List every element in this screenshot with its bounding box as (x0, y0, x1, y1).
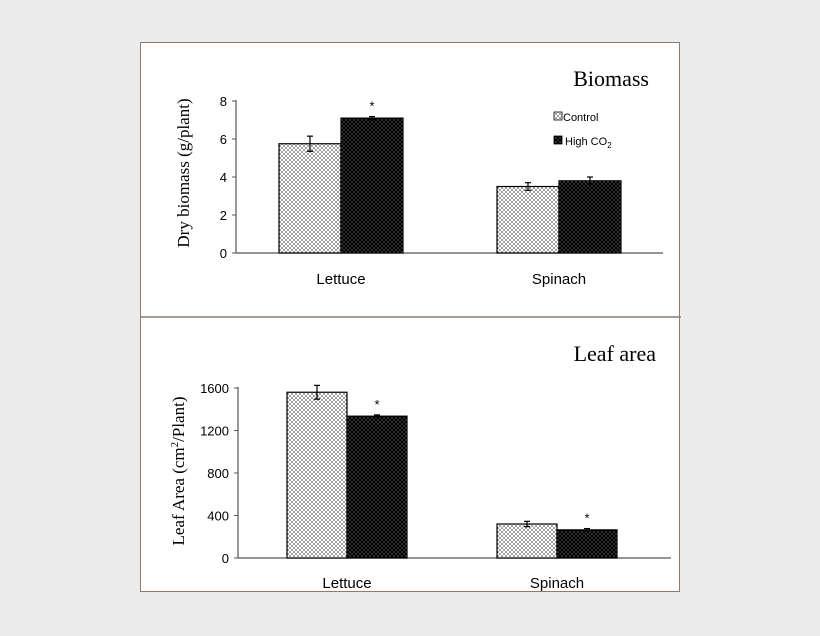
leaf-area-ylabel-main: Leaf Area (cm (169, 447, 188, 545)
biomass-bar-highco2-lettuce (340, 117, 404, 254)
leaf-area-y-tick-label: 400 (207, 509, 229, 524)
biomass-category-label: Lettuce (316, 271, 365, 288)
leaf-area-y-tick-label: 1600 (200, 381, 229, 396)
leaf-area-ylabel: Leaf Area (cm2/Plant) (169, 396, 188, 545)
legend-swatch-control (553, 111, 563, 121)
legend-label-control: Control (563, 112, 598, 124)
biomass-title: Biomass (573, 66, 649, 91)
biomass-bar-control-lettuce (278, 143, 342, 254)
leaf-area-y-tick-label: 0 (222, 551, 229, 566)
legend-label-highco2: High CO2 (565, 136, 612, 150)
leaf-area-bar-control-lettuce (286, 391, 348, 559)
chart-canvas: Biomass Leaf area Dry biomass (g/plant) … (141, 66, 681, 592)
biomass-y-tick-label: 4 (220, 170, 227, 185)
biomass-significance-mark: * (369, 99, 374, 114)
leaf-area-significance-mark: * (374, 397, 379, 412)
leaf-area-y-tick-label: 800 (207, 466, 229, 481)
legend-swatch-highco2 (553, 135, 563, 145)
legend-label-highco2-sub: 2 (607, 141, 612, 150)
biomass-bar-control-spinach (496, 185, 560, 254)
leaf-area-ylabel-sup: 2 (169, 442, 181, 448)
biomass-y-tick-label: 0 (220, 246, 227, 261)
biomass-ylabel: Dry biomass (g/plant) (174, 98, 193, 247)
legend: Control High CO2 (553, 111, 612, 150)
biomass-y-tick-label: 6 (220, 132, 227, 147)
leaf-area-category-label: Spinach (530, 575, 584, 592)
biomass-category-label: Spinach (532, 271, 586, 288)
biomass-y-tick-label: 2 (220, 208, 227, 223)
biomass-bar-highco2-spinach (558, 180, 622, 254)
legend-label-highco2-main: High CO (565, 136, 608, 148)
figure-frame: Biomass Leaf area Dry biomass (g/plant) … (140, 42, 681, 592)
leaf-area-significance-mark: * (584, 511, 589, 526)
biomass-y-tick-label: 8 (220, 94, 227, 109)
leaf-area-y-tick-label: 1200 (200, 424, 229, 439)
leaf-area-bar-control-spinach (496, 523, 558, 559)
leaf-area-bar-highco2-spinach (556, 529, 618, 559)
leaf-area-title: Leaf area (574, 341, 657, 366)
leaf-area-bar-highco2-lettuce (346, 415, 408, 559)
leaf-area-category-label: Lettuce (322, 575, 371, 592)
leaf-area-ylabel-tail: /Plant) (169, 396, 188, 441)
